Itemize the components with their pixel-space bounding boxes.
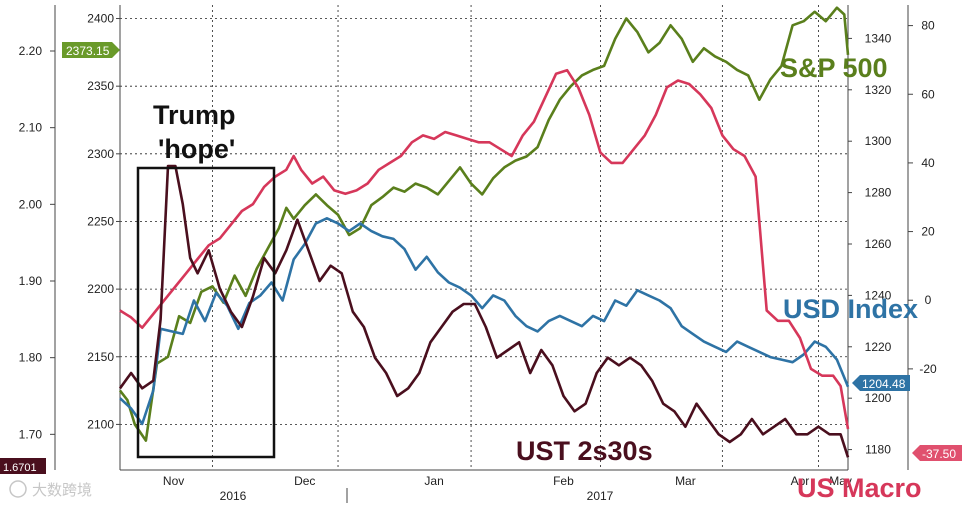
sp500-tick-label: 2350 — [87, 79, 114, 93]
usd_index-tick-label: 1340 — [865, 31, 892, 45]
x-tick-label: May — [829, 474, 852, 488]
ust-last-value: 1.6701 — [3, 462, 37, 474]
usd_index-tick-label: 1180 — [865, 443, 891, 457]
usd_index-tick-label: 1240 — [865, 288, 892, 302]
us_macro-tick-label: 80 — [921, 19, 935, 33]
us_macro-tick-label: 40 — [921, 156, 935, 170]
ust_2s30s-tick-label: 1.80 — [19, 351, 43, 365]
ust_2s30s-tick-label: 1.70 — [19, 427, 43, 441]
us_macro-tick-label: 60 — [921, 87, 935, 101]
series-label-ust_2s30s: UST 2s30s — [516, 436, 653, 466]
series-label-sp500: S&P 500 — [780, 53, 888, 83]
series-line-sp500 — [118, 6, 850, 442]
series-line-us_macro — [119, 68, 850, 430]
macro-last-tag: -37.50 — [912, 445, 962, 461]
ust_2s30s-tick-label: 2.20 — [19, 44, 43, 58]
sp500-tick-label: 2150 — [87, 350, 114, 364]
watermark: 大数跨境 — [9, 480, 92, 499]
sp500-last-tag: 2373.15 — [62, 42, 120, 58]
usd_index-tick-label: 1280 — [865, 186, 892, 200]
x-tick-label: Nov — [163, 474, 184, 488]
x-year-label: 2017 — [587, 489, 614, 503]
x-tick-label: Feb — [553, 474, 574, 488]
x-tick-label: Dec — [294, 474, 315, 488]
x-tick-label: Apr — [791, 474, 810, 488]
x-year-label: 2016 — [220, 489, 247, 503]
y-axes: 2.20 2.10 2.00 1.90 1.80 1.70 2400 2350 2300 2250… — [19, 5, 937, 470]
sp500-last-value: 2373.15 — [66, 44, 110, 58]
trump-hope-box — [136, 166, 276, 459]
sp500-tick-label: 2300 — [87, 147, 114, 161]
macro-last-value: -37.50 — [922, 447, 956, 461]
series-label-us_macro: US Macro — [797, 473, 922, 503]
x-axis: Nov Dec Jan Feb Mar Apr May 2016 2017 — [120, 469, 852, 503]
value-tags: 2373.15 1204.48 -37.50 1.6701 — [0, 42, 962, 474]
trump-annotation-line1: Trump — [153, 100, 236, 130]
trump-annotation-line2: 'hope' — [158, 134, 235, 164]
ust-last-tag: 1.6701 — [0, 458, 46, 474]
ust_2s30s-tick-label: 1.90 — [19, 274, 43, 288]
watermark-logo-icon — [9, 480, 27, 498]
usd_index-tick-label: 1260 — [865, 237, 892, 251]
sp500-tick-label: 2400 — [87, 12, 114, 26]
series-line-ust_2s30s — [118, 164, 850, 458]
usd_index-tick-label: 1300 — [865, 134, 892, 148]
sp500-tick-label: 2100 — [87, 417, 114, 431]
x-tick-label: Mar — [675, 474, 696, 488]
us_macro-tick-label: 20 — [921, 225, 935, 239]
usd_index-tick-label: 1320 — [865, 83, 892, 97]
watermark-text: 大数跨境 — [32, 481, 92, 499]
us_macro-tick-label: -20 — [919, 362, 937, 376]
series-labels: S&P 500 USD Index UST 2s30s US Macro — [516, 53, 922, 503]
usd_index-tick-label: 1200 — [865, 391, 892, 405]
plot-area — [118, 6, 850, 458]
series-label-usd_index: USD Index — [783, 294, 918, 324]
sp500-tick-label: 2200 — [87, 282, 114, 296]
ust_2s30s-tick-label: 2.00 — [19, 197, 43, 211]
x-tick-label: Jan — [424, 474, 443, 488]
sp500-tick-label: 2250 — [87, 214, 114, 228]
usd-last-tag: 1204.48 — [852, 375, 910, 391]
ust_2s30s-tick-label: 2.10 — [19, 121, 43, 135]
usd-last-value: 1204.48 — [862, 377, 906, 391]
us_macro-tick-label: 0 — [925, 293, 932, 307]
usd_index-tick-label: 1220 — [865, 340, 892, 354]
